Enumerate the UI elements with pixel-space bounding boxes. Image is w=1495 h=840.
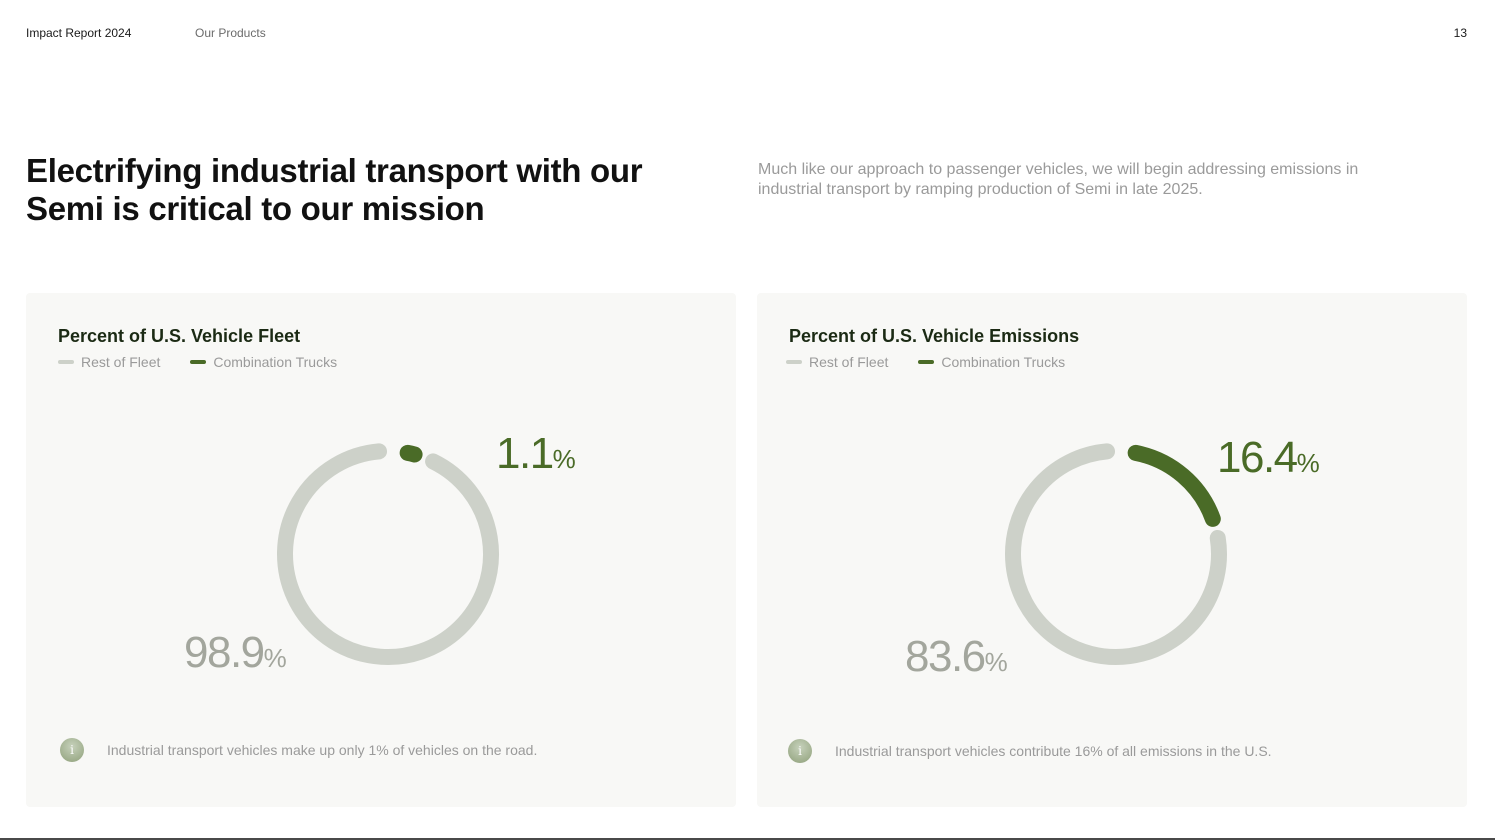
donut-slice-rest — [277, 443, 499, 665]
chart-title: Percent of U.S. Vehicle Fleet — [58, 326, 301, 346]
chart-note: i Industrial transport vehicles contribu… — [788, 739, 1272, 763]
legend-item-rest: Rest of Fleet — [786, 354, 888, 370]
data-label-rest-value: 98.9 — [184, 628, 265, 677]
legend-swatch-trucks — [190, 360, 207, 364]
fleet-chart-card: Percent of U.S. Vehicle Fleet Rest of Fl… — [26, 293, 736, 807]
fleet-donut-chart — [277, 443, 499, 665]
bottom-rule — [0, 838, 1495, 840]
data-label-rest: 83.6% — [905, 635, 1008, 684]
chart-legend: Rest of Fleet Combination Trucks — [786, 354, 1095, 370]
info-icon: i — [60, 738, 84, 762]
legend-label-trucks: Combination Trucks — [941, 354, 1066, 370]
page-number: 13 — [1453, 26, 1467, 40]
legend-swatch-rest — [58, 360, 74, 364]
data-label-trucks-value: 1.1 — [496, 429, 554, 478]
legend-label-trucks: Combination Trucks — [213, 354, 338, 370]
intro-paragraph: Much like our approach to passenger vehi… — [758, 161, 1359, 198]
legend-item-rest: Rest of Fleet — [58, 354, 160, 370]
legend-item-trucks: Combination Trucks — [190, 354, 337, 370]
data-label-rest-value: 83.6 — [905, 632, 986, 681]
donut-slice-rest — [1005, 443, 1227, 665]
data-label-trucks-value: 16.4 — [1217, 433, 1298, 482]
chart-legend: Rest of Fleet Combination Trucks — [58, 354, 367, 370]
chart-note-text: Industrial transport vehicles contribute… — [835, 743, 1272, 759]
legend-label-rest: Rest of Fleet — [81, 354, 161, 370]
report-title: Impact Report 2024 — [26, 26, 132, 40]
data-label-trucks: 16.4% — [1217, 436, 1320, 485]
chart-note-text: Industrial transport vehicles make up on… — [107, 742, 538, 758]
legend-label-rest: Rest of Fleet — [809, 354, 889, 370]
emissions-donut-chart — [1005, 443, 1227, 665]
data-label-trucks: 1.1% — [496, 432, 576, 481]
legend-swatch-trucks — [918, 360, 935, 364]
page-headline: Electrifying industrial transport with o… — [26, 152, 643, 227]
donut-slice-trucks — [399, 444, 423, 463]
emissions-chart-card: Percent of U.S. Vehicle Emissions Rest o… — [757, 293, 1467, 807]
section-title: Our Products — [195, 26, 266, 40]
data-label-rest-unit: % — [263, 643, 287, 673]
chart-title: Percent of U.S. Vehicle Emissions — [789, 326, 1080, 346]
donut-slice-trucks — [1127, 444, 1221, 527]
data-label-rest: 98.9% — [184, 631, 287, 680]
data-label-rest-unit: % — [984, 647, 1008, 677]
info-icon: i — [788, 739, 812, 763]
legend-swatch-rest — [786, 360, 802, 364]
page-header: Impact Report 2024 Our Products 13 — [26, 26, 1467, 42]
chart-note: i Industrial transport vehicles make up … — [60, 738, 537, 762]
data-label-trucks-unit: % — [1296, 448, 1320, 478]
data-label-trucks-unit: % — [552, 444, 576, 474]
legend-item-trucks: Combination Trucks — [918, 354, 1065, 370]
